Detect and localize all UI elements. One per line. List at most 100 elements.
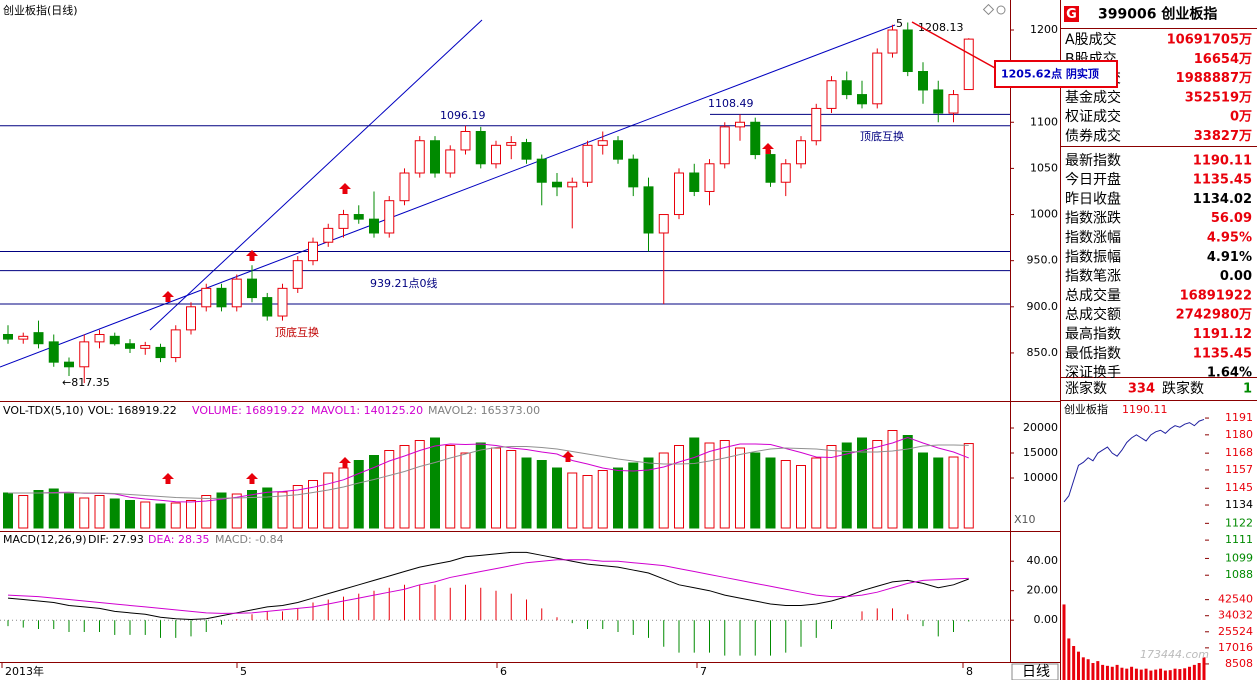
volume-bar [674,445,684,529]
volume-bar [155,503,166,529]
signal-arrow [339,457,351,468]
tool-icon[interactable] [982,3,995,16]
x-tick-label: 5 [240,665,247,678]
volume-bar [262,487,273,529]
candle-body [658,214,669,234]
annotation: 顶底互换 [860,129,904,143]
y-tick-label: 1111 [1225,533,1253,546]
y-tick-label: 1168 [1225,446,1253,459]
candle-body [170,329,181,359]
quote-value: 1135.45 [1193,346,1252,361]
candle-body [872,52,883,105]
volume-bar [750,452,761,529]
signal-arrow [246,250,258,261]
breadth-item: 1 [1243,382,1252,397]
candle-body [201,287,212,308]
mini-last: 1190.11 [1122,403,1168,416]
mini-volume-bar [1154,669,1158,680]
quote-label: 最新指数 [1065,153,1121,169]
candle-body [796,140,806,165]
mini-title: 创业板指 [1064,402,1108,416]
y-tick-label: 25524 [1218,625,1253,638]
y-tick-label: 850.0 [1027,346,1059,359]
candle-body [277,287,288,317]
period-tab[interactable] [1011,663,1059,680]
y-tick-label: 42540 [1218,593,1253,606]
signal-arrow [162,291,174,302]
quote-label: 指数振幅 [1065,249,1121,265]
y-tick-label: 20.00 [1027,584,1059,597]
candle-body [308,241,318,262]
volume-bar [277,491,288,529]
volume-bar [369,455,379,529]
volume-bar [216,492,227,529]
candle-body [475,130,486,165]
volume-bar [125,500,135,529]
volume-bar [247,490,257,529]
volume-bar [902,435,913,529]
candle-body [780,163,791,183]
mini-volume-bar [1192,664,1196,680]
volume-bar [414,440,425,529]
quote-value: 1.64% [1207,366,1252,381]
candle-body [414,140,425,174]
y-tick-label: 20000 [1023,421,1058,434]
quote-label: 最低指数 [1065,346,1121,362]
breadth-item: 跌家数 [1162,380,1204,397]
candle-body [628,158,639,188]
volume-bar [323,472,334,529]
candle-body [643,186,654,234]
y-tick-label: 1180 [1225,428,1253,441]
candle-body [963,38,974,91]
price-title: 创业板指(日线) [3,3,78,17]
volume-bar [704,442,715,529]
dea-line [7,559,969,614]
volume-bar [826,445,837,529]
signal-arrow [562,451,574,462]
period-label[interactable]: 日线 [1022,664,1050,680]
candle-body [369,218,379,234]
candle-body [689,172,700,192]
quote-label: 总成交量 [1065,287,1121,304]
candle-body [109,335,120,345]
tool-icon[interactable] [996,5,1006,15]
security-code: 399006 创业板指 [1098,6,1217,23]
mini-volume-bar [1115,664,1119,680]
x-tick-label: 2013年 [5,664,44,678]
quote-value: 1191.12 [1193,327,1252,342]
candle-body [33,332,44,345]
quote-label: 昨日收盘 [1065,190,1121,207]
candle-body [811,107,822,142]
quote-value: 2742980万 [1176,308,1252,323]
mini-volume-bar [1105,665,1109,680]
candle-body [948,94,959,114]
quote-value: 1134.02 [1193,192,1252,207]
candle-body [18,335,29,340]
trend-line [0,24,896,368]
quote-label: 今日开盘 [1065,171,1121,188]
candle-body [506,142,517,146]
quote-value: 33827万 [1194,129,1252,144]
y-tick-label: 0.00 [1034,613,1059,626]
annotation: ←817.35 [62,376,110,389]
volume-bar [109,498,120,529]
candle-body [735,121,745,128]
candle-body [216,287,227,308]
breadth-item: 涨家数 [1065,380,1107,397]
candle-body [460,130,471,151]
quote-label: 深证换手 [1065,364,1121,381]
mini-volume-bar [1120,667,1124,680]
candle-body [750,121,761,156]
quote-value: 1135.45 [1193,173,1252,188]
volume-bar [918,452,928,529]
x-tick-label: 6 [500,665,507,678]
volume-bar [628,462,639,529]
volume-bar [338,467,349,529]
y-tick-label: 900.0 [1027,300,1059,313]
watermark: 173444.com [1140,648,1209,661]
quote-label: 债券成交 [1065,128,1121,145]
candle-body [323,227,334,243]
volume-bar [735,447,745,529]
